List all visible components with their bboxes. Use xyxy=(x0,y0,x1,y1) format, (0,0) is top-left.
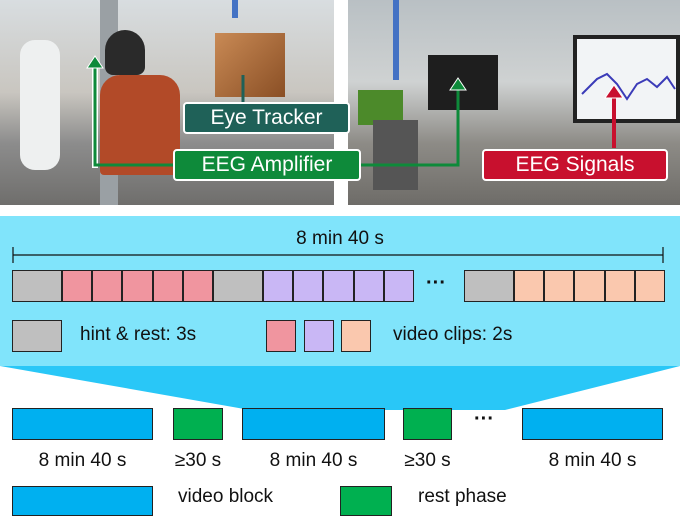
zoom-funnel xyxy=(0,366,680,410)
legend-hint-swatch xyxy=(12,320,62,352)
monitor-rabbit xyxy=(215,33,285,97)
hint-segment xyxy=(213,270,263,302)
video-clip-purple xyxy=(383,270,414,302)
pointer-arrow xyxy=(232,0,238,18)
video-clip-peach xyxy=(544,270,575,302)
eeg-signals-label: EEG Signals xyxy=(482,149,668,181)
video-block xyxy=(12,408,153,440)
ellipsis: ··· xyxy=(426,272,446,294)
video-clip-peach xyxy=(574,270,605,302)
video-clip-peach xyxy=(514,270,545,302)
participant-body xyxy=(100,75,180,175)
robot xyxy=(20,40,60,170)
pointer-arrow xyxy=(393,0,399,80)
block-duration: 8 min 40 s xyxy=(296,228,384,249)
legend-hint-label: hint & rest: 3s xyxy=(80,324,197,345)
rest-phase xyxy=(403,408,452,440)
video-clip-purple xyxy=(293,270,324,302)
duration-label: ≥30 s xyxy=(404,450,451,471)
rest-phase xyxy=(173,408,223,440)
video-clip-red xyxy=(92,270,123,302)
video-clip-peach xyxy=(634,270,665,302)
hint-segment xyxy=(12,270,62,302)
duration-label: 8 min 40 s xyxy=(548,450,637,471)
legend-rest-label: rest phase xyxy=(418,486,507,507)
legend-video-block-swatch xyxy=(12,486,153,516)
video-clip-purple xyxy=(323,270,354,302)
monitor-forest xyxy=(358,90,403,125)
video-clip-purple xyxy=(353,270,384,302)
eeg-amplifier-label: EEG Amplifier xyxy=(173,149,361,181)
video-block xyxy=(242,408,385,440)
legend-video-block-label: video block xyxy=(178,486,274,507)
chair xyxy=(373,120,418,190)
legend-rest-swatch xyxy=(340,486,392,516)
legend-video-label: video clips: 2s xyxy=(393,324,513,345)
legend-purple-swatch xyxy=(304,320,334,352)
video-clip-red xyxy=(62,270,93,302)
eye-tracker-label: Eye Tracker xyxy=(183,102,350,134)
video-clip-red xyxy=(152,270,183,302)
video-clip-red xyxy=(122,270,153,302)
ellipsis: ··· xyxy=(474,408,494,430)
video-clip-peach xyxy=(604,270,635,302)
hint-segment xyxy=(464,270,514,302)
duration-label: ≥30 s xyxy=(174,450,222,471)
duration-label: 8 min 40 s xyxy=(38,450,127,471)
participant-head xyxy=(105,30,145,75)
video-block xyxy=(522,408,663,440)
legend-peach-swatch xyxy=(341,320,371,352)
signal-screen xyxy=(573,35,680,123)
duration-label: 8 min 40 s xyxy=(269,450,358,471)
video-clip-purple xyxy=(263,270,294,302)
connector-arrows xyxy=(86,55,624,168)
legend-red-swatch xyxy=(266,320,296,352)
duration-bracket xyxy=(12,247,664,263)
video-clip-red xyxy=(182,270,213,302)
monitor-dark xyxy=(428,55,498,110)
